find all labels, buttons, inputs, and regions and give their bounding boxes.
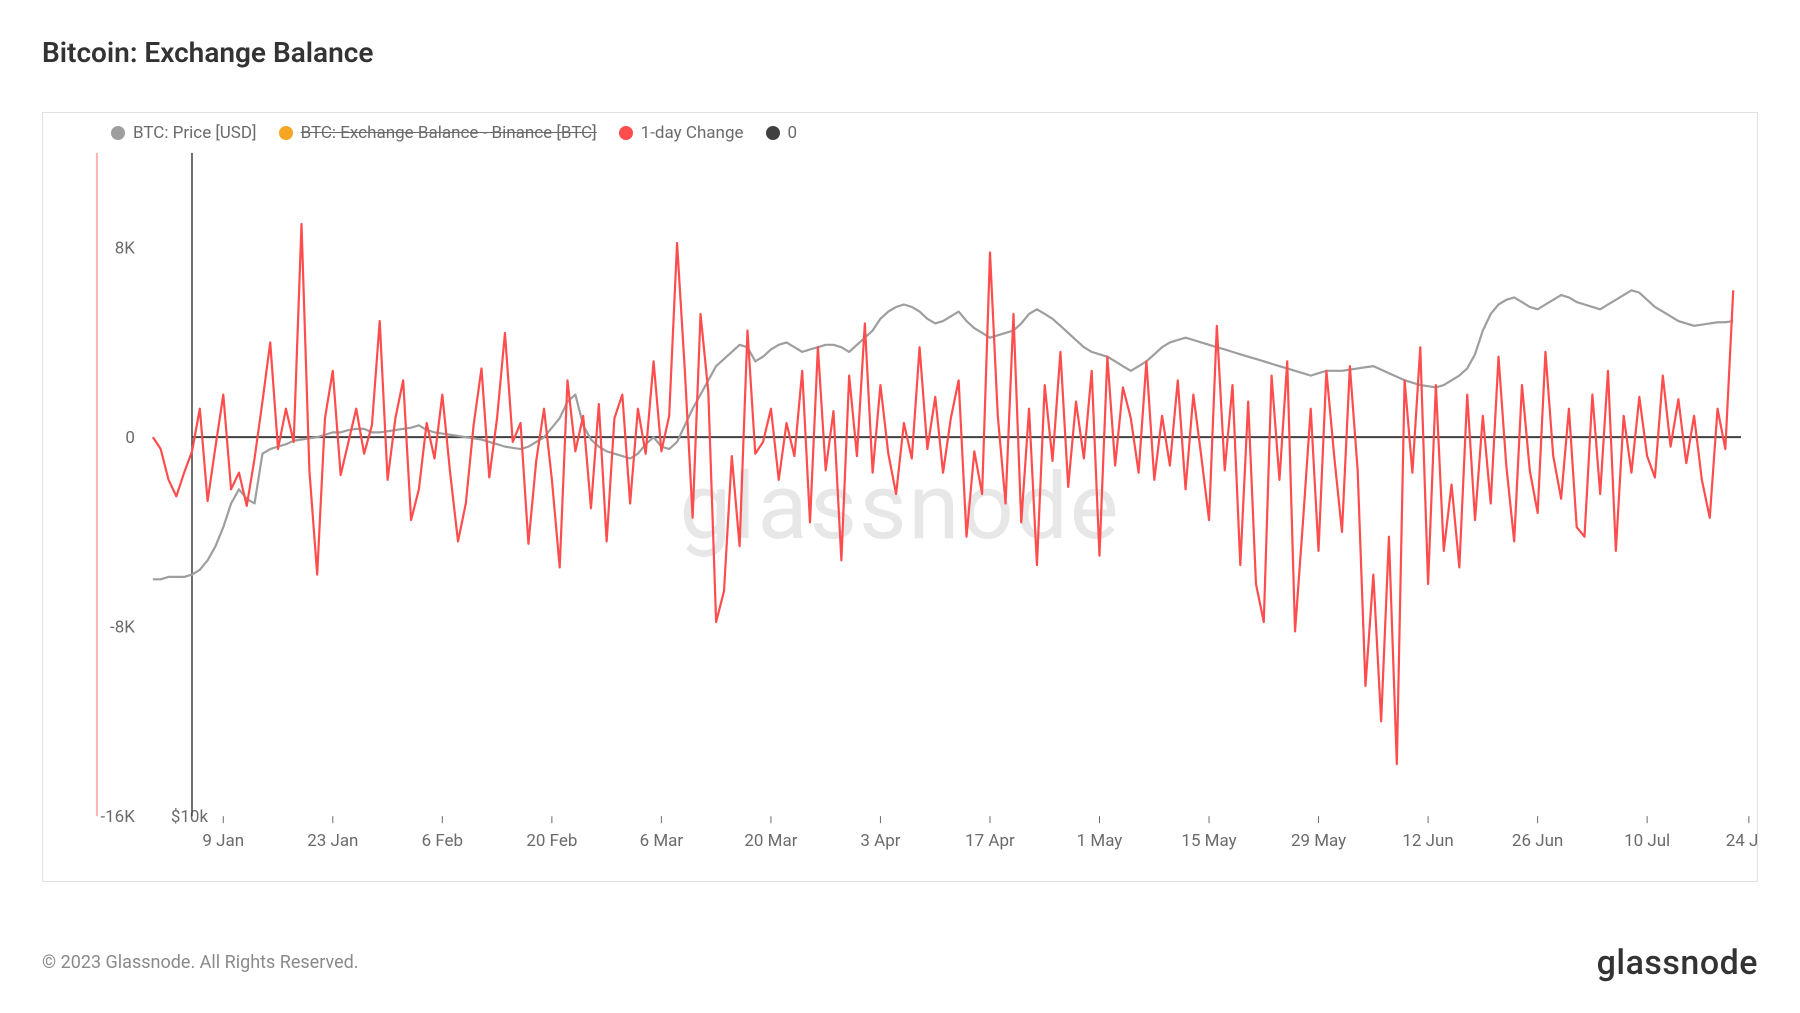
- svg-text:8K: 8K: [115, 239, 136, 259]
- svg-text:$10k: $10k: [171, 807, 209, 827]
- svg-text:1 May: 1 May: [1077, 831, 1123, 851]
- svg-text:26 Jun: 26 Jun: [1512, 831, 1563, 851]
- svg-text:9 Jan: 9 Jan: [202, 831, 244, 851]
- svg-text:17 Apr: 17 Apr: [965, 831, 1015, 851]
- svg-text:6 Mar: 6 Mar: [640, 831, 684, 851]
- svg-text:-16K: -16K: [100, 807, 135, 827]
- svg-text:29 May: 29 May: [1291, 831, 1346, 851]
- chart-svg: 8K 0 -8K -16K $10k 9 Jan 23 Jan 6 Feb 20 Feb 6 Ma…: [43, 113, 1757, 881]
- svg-text:6 Feb: 6 Feb: [422, 831, 463, 851]
- svg-text:12 Jun: 12 Jun: [1402, 831, 1453, 851]
- svg-text:0: 0: [125, 428, 135, 448]
- svg-text:20 Mar: 20 Mar: [744, 831, 797, 851]
- svg-text:-8K: -8K: [110, 618, 135, 638]
- brand-logo: glassnode: [1597, 943, 1758, 983]
- svg-text:23 Jan: 23 Jan: [307, 831, 358, 851]
- svg-text:20 Feb: 20 Feb: [526, 831, 577, 851]
- svg-text:15 May: 15 May: [1181, 831, 1236, 851]
- chart-title: Bitcoin: Exchange Balance: [42, 36, 373, 69]
- copyright: © 2023 Glassnode. All Rights Reserved.: [42, 952, 359, 973]
- svg-text:24 Jul: 24 Jul: [1726, 831, 1757, 851]
- svg-text:3 Apr: 3 Apr: [860, 831, 900, 851]
- chart-container: BTC: Price [USD] BTC: Exchange Balance -…: [42, 112, 1758, 882]
- svg-text:10 Jul: 10 Jul: [1624, 831, 1670, 851]
